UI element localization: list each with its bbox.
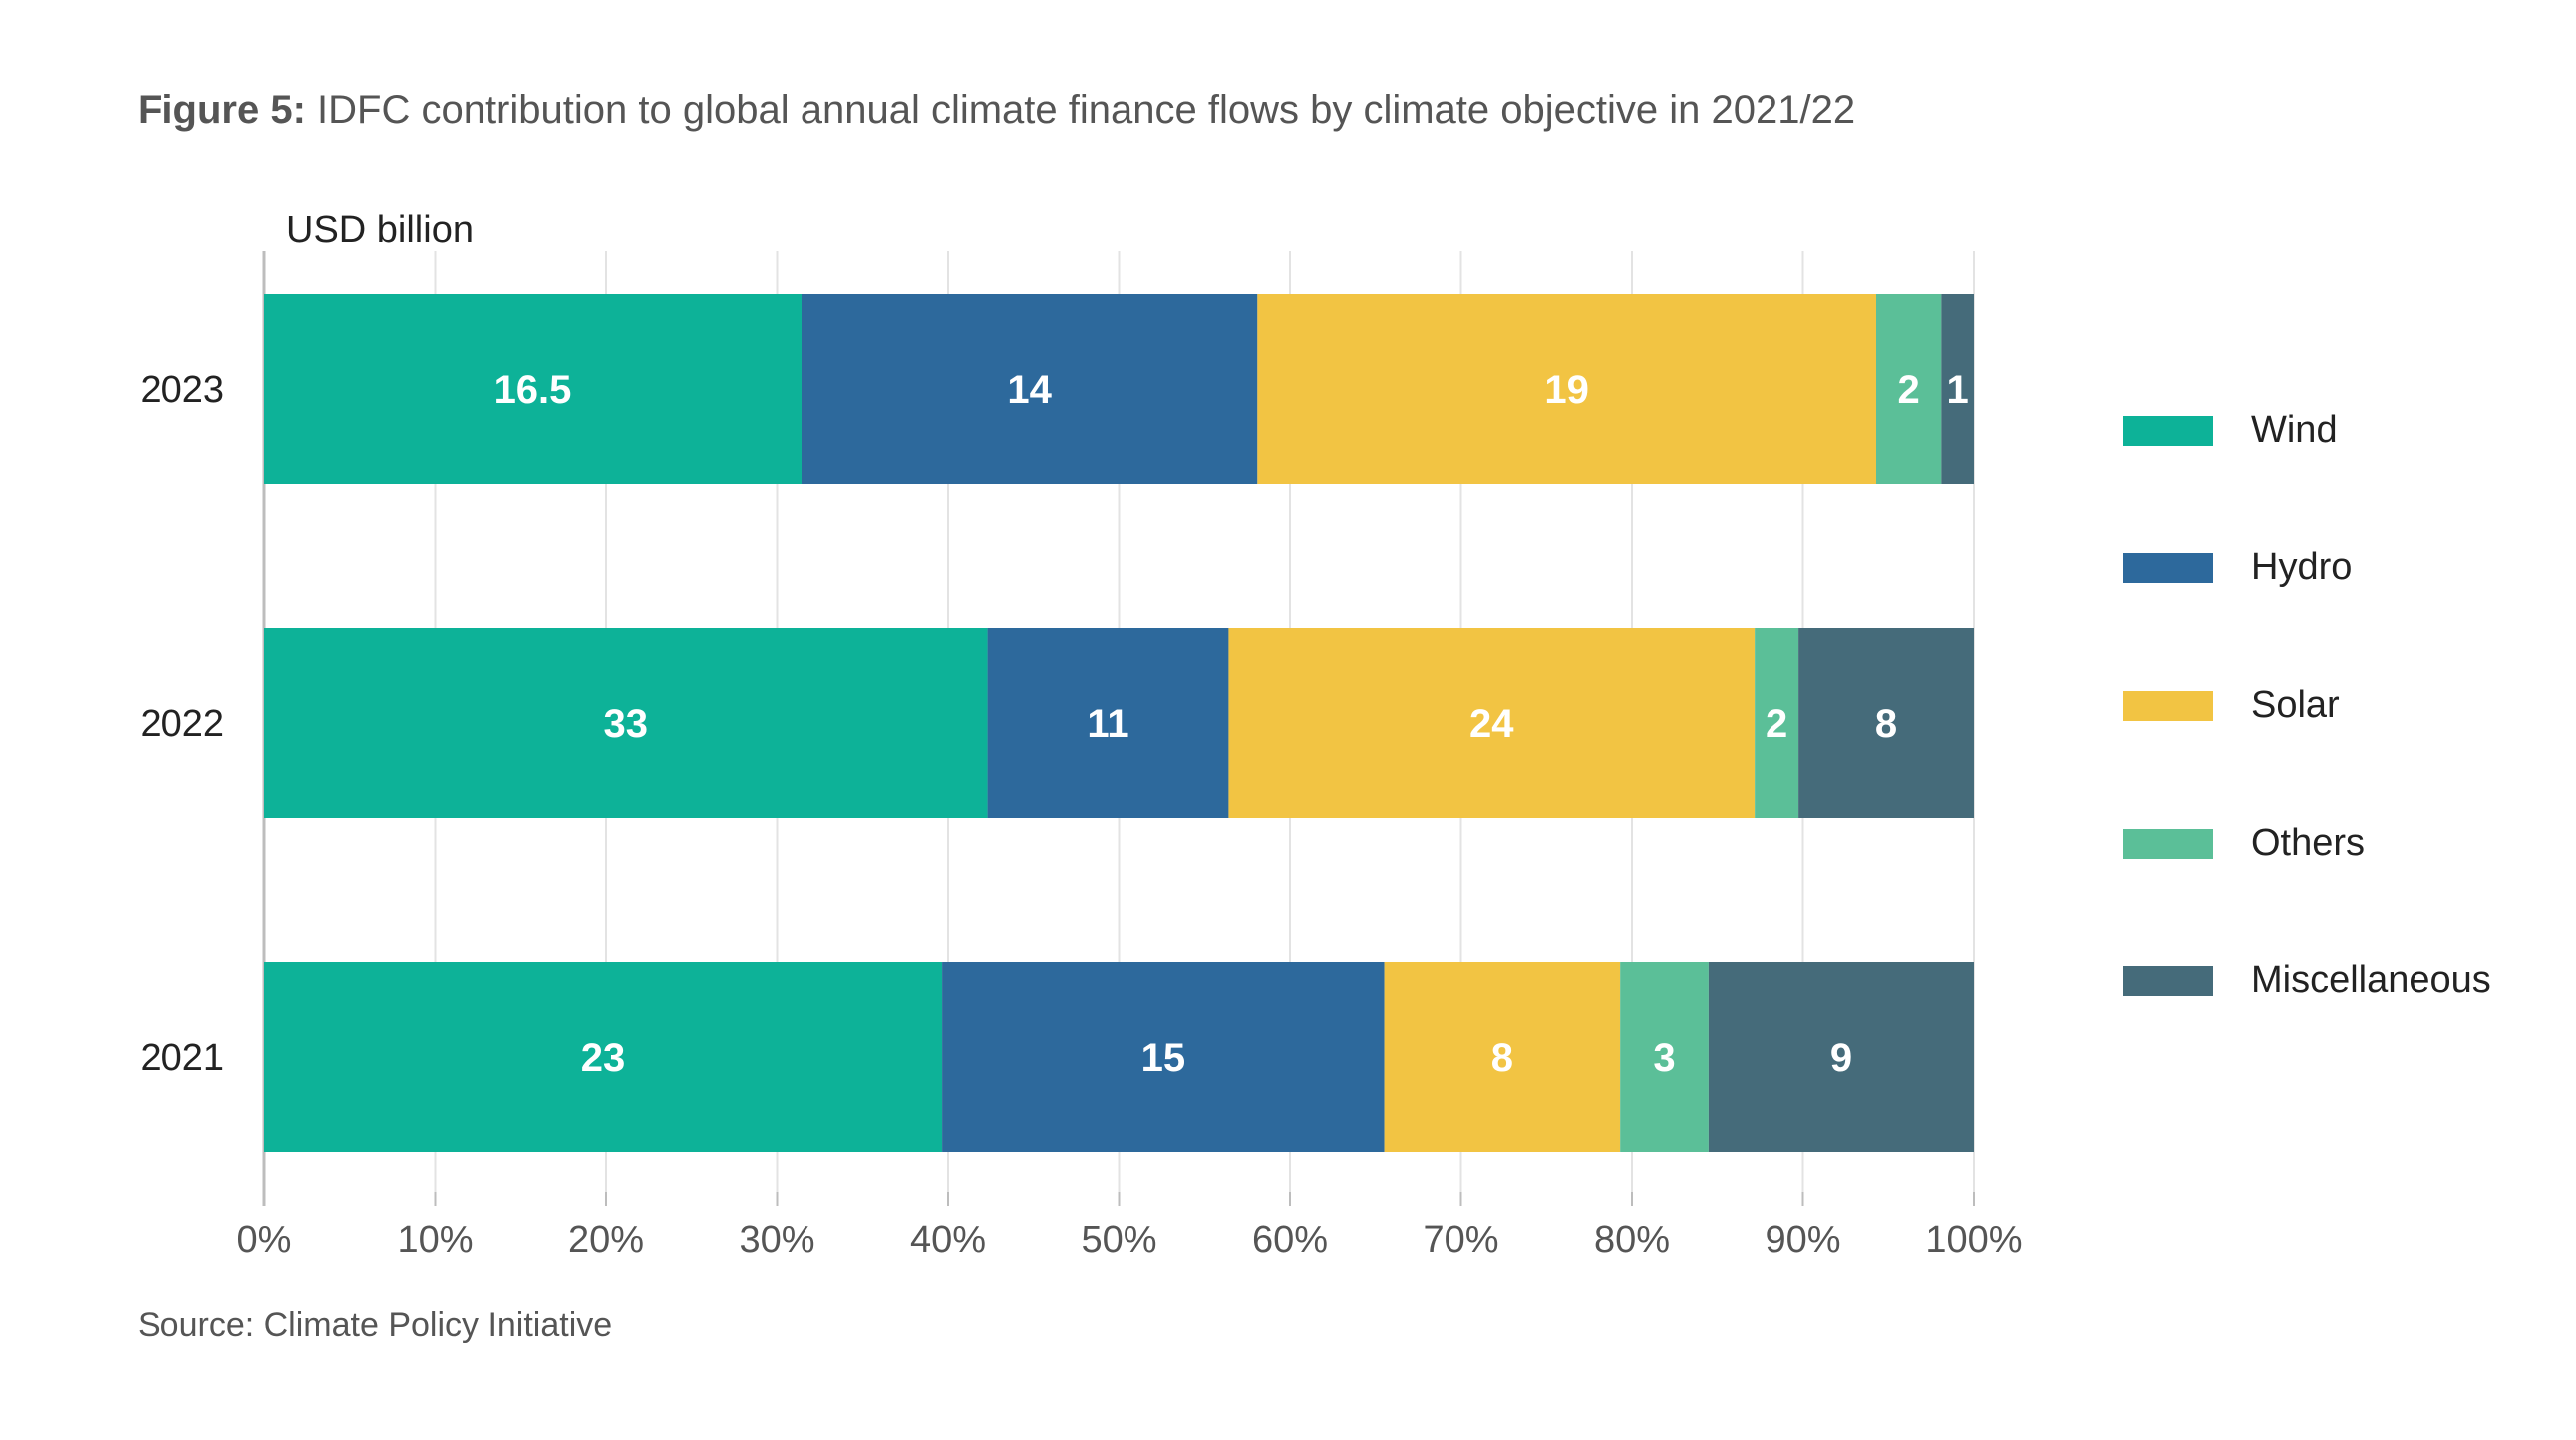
x-tick-label: 20% [568,1219,644,1260]
bar-segment [1876,294,1942,484]
bar-segment [264,962,943,1152]
bar-segment [1941,294,1974,484]
x-tick-label: 60% [1252,1219,1328,1260]
x-tick-label: 10% [397,1219,473,1260]
x-tick-label: 0% [237,1219,292,1260]
bar-segment [264,628,988,818]
data-label: 19 [1544,368,1589,412]
data-label: 9 [1830,1036,1852,1080]
legend-item: Others [2123,822,2365,865]
x-tick-label: 30% [739,1219,814,1260]
data-label: 2 [1766,702,1787,746]
source-note: Source: Climate Policy Initiative [138,1306,613,1344]
bar-segment [1384,962,1621,1152]
data-label: 2 [1898,368,1920,412]
legend-label: Others [2251,822,2366,864]
legend-item: Solar [2123,684,2340,727]
figure-title-text: IDFC contribution to global annual clima… [305,88,1856,132]
data-label: 24 [1469,702,1514,746]
x-tick-label: 100% [1925,1219,2022,1260]
x-tick-label: 70% [1423,1219,1498,1260]
data-label: 23 [581,1036,626,1080]
bar-segment [987,628,1229,818]
bar-segment [264,294,802,484]
bar-segment [1708,962,1974,1152]
value-unit-label: USD billion [286,209,474,251]
legend-swatch [2123,552,2213,583]
legend-swatch [2123,415,2213,446]
x-tick-label: 40% [910,1219,986,1260]
legend-label: Miscellaneous [2251,959,2491,1001]
legend-label: Solar [2251,684,2340,726]
data-label: 8 [1491,1036,1513,1080]
legend-swatch [2123,690,2213,721]
bar-segment [802,294,1258,484]
bar-segment [1257,294,1876,484]
data-label: 11 [1087,702,1128,746]
legend-label: Hydro [2251,546,2353,588]
data-label: 33 [604,702,649,746]
data-label: 8 [1875,702,1897,746]
category-label: 2022 [140,703,224,745]
chart-title: Figure 5: IDFC contribution to global an… [138,88,1855,133]
legend-swatch [2123,965,2213,996]
bar-segment [1755,628,1799,818]
data-label: 15 [1141,1036,1186,1080]
bar-segment [1798,628,1974,818]
bar-segment [1620,962,1709,1152]
data-label: 14 [1007,368,1052,412]
legend-item: Wind [2123,409,2338,452]
x-tick-label: 90% [1765,1219,1840,1260]
legend-swatch [2123,828,2213,859]
legend-item: Miscellaneous [2123,959,2491,1002]
data-label: 3 [1653,1036,1675,1080]
category-label: 2023 [140,369,224,411]
x-tick-label: 50% [1081,1219,1156,1260]
bar-segment [942,962,1385,1152]
data-label: 16.5 [494,368,572,412]
figure-label: Figure 5: [138,88,306,132]
legend-item: Hydro [2123,546,2352,589]
x-tick-label: 80% [1594,1219,1670,1260]
category-label: 2021 [140,1037,224,1079]
legend-label: Wind [2251,409,2338,451]
bar-segment [1228,628,1756,818]
data-label: 1 [1947,368,1969,412]
